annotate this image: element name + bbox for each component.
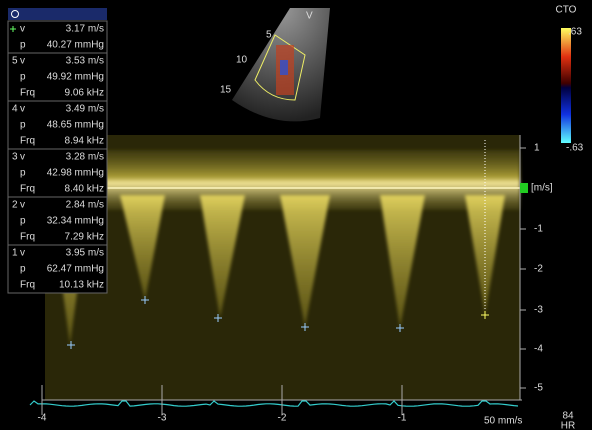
measurement-label: p xyxy=(20,40,26,51)
measurement-value: 2.84 m/s xyxy=(66,200,104,211)
color-bar-title: CTO xyxy=(556,5,577,16)
velocity-tick-label: -3 xyxy=(534,305,543,316)
velocity-tick-label: -4 xyxy=(534,344,543,355)
measurement-label: p xyxy=(20,216,26,227)
measurement-label: p xyxy=(20,168,26,179)
measurement-value: 3.49 m/s xyxy=(66,104,104,115)
measurement-value: 3.95 m/s xyxy=(66,248,104,259)
measurement-index: 5 xyxy=(12,56,18,67)
measurement-value: 8.40 kHz xyxy=(65,184,104,195)
measurement-value: 8.94 kHz xyxy=(65,136,104,147)
velocity-tick-label: -5 xyxy=(534,383,543,394)
depth-label: 5 xyxy=(266,30,272,41)
measurement-label: Frq xyxy=(20,280,35,291)
measurement-index: 4 xyxy=(12,104,18,115)
measurement-value: 10.13 kHz xyxy=(59,280,104,291)
color-bar xyxy=(561,28,571,143)
measurement-label: Frq xyxy=(20,232,35,243)
velocity-unit: [m/s] xyxy=(531,183,553,194)
time-tick-label: -3 xyxy=(158,413,167,424)
measurement-label: v xyxy=(20,200,25,211)
measurement-label: v xyxy=(20,56,25,67)
time-tick-label: -2 xyxy=(278,413,287,424)
measurement-label: Frq xyxy=(20,184,35,195)
measurement-label: Frq xyxy=(20,88,35,99)
measurement-label: v xyxy=(20,152,25,163)
measurement-label: Frq xyxy=(20,136,35,147)
measurement-value: 7.29 kHz xyxy=(65,232,104,243)
measurement-value: 3.17 m/s xyxy=(66,24,104,35)
measurement-value: 32.34 mmHg xyxy=(47,216,104,227)
measurement-value: 3.53 m/s xyxy=(66,56,104,67)
velocity-tick-label: 1 xyxy=(534,143,540,154)
time-tick-label: -1 xyxy=(398,413,407,424)
measurement-index: 3 xyxy=(12,152,18,163)
measurement-value: 42.98 mmHg xyxy=(47,168,104,179)
depth-label: 10 xyxy=(236,55,248,66)
heart-rate-label: HR xyxy=(561,421,575,430)
depth-label: 15 xyxy=(220,85,232,96)
measurement-value: 62.47 mmHg xyxy=(47,264,104,275)
measurement-index: 1 xyxy=(12,248,18,259)
measurement-value: 48.65 mmHg xyxy=(47,120,104,131)
measurement-value: 49.92 mmHg xyxy=(47,72,104,83)
color-flow xyxy=(280,60,288,75)
color-bar-min: -.63 xyxy=(566,143,584,154)
time-tick-label: -4 xyxy=(38,413,47,424)
velocity-tick-label: -1 xyxy=(534,224,543,235)
ecg-trace xyxy=(30,401,518,406)
measurement-label: p xyxy=(20,264,26,275)
baseline-marker xyxy=(520,183,528,193)
measurement-value: 40.27 mmHg xyxy=(47,40,104,51)
measurement-value: 9.06 kHz xyxy=(65,88,104,99)
page: v3.17 m/sp40.27 mmHg5v3.53 m/sp49.92 mmH… xyxy=(0,0,592,430)
sector-label: V xyxy=(306,11,313,22)
measurement-label: v xyxy=(20,248,25,259)
measurement-label: p xyxy=(20,120,26,131)
measurement-label: p xyxy=(20,72,26,83)
measurement-label: v xyxy=(20,24,25,35)
sweep-speed: 50 mm/s xyxy=(484,416,522,427)
velocity-tick-label: -2 xyxy=(534,264,543,275)
color-bar-max: .63 xyxy=(568,27,582,38)
measurement-label: v xyxy=(20,104,25,115)
panel-header xyxy=(8,8,107,20)
measurement-index: 2 xyxy=(12,200,18,211)
measurement-value: 3.28 m/s xyxy=(66,152,104,163)
ultrasound-screen: v3.17 m/sp40.27 mmHg5v3.53 m/sp49.92 mmH… xyxy=(0,0,592,430)
